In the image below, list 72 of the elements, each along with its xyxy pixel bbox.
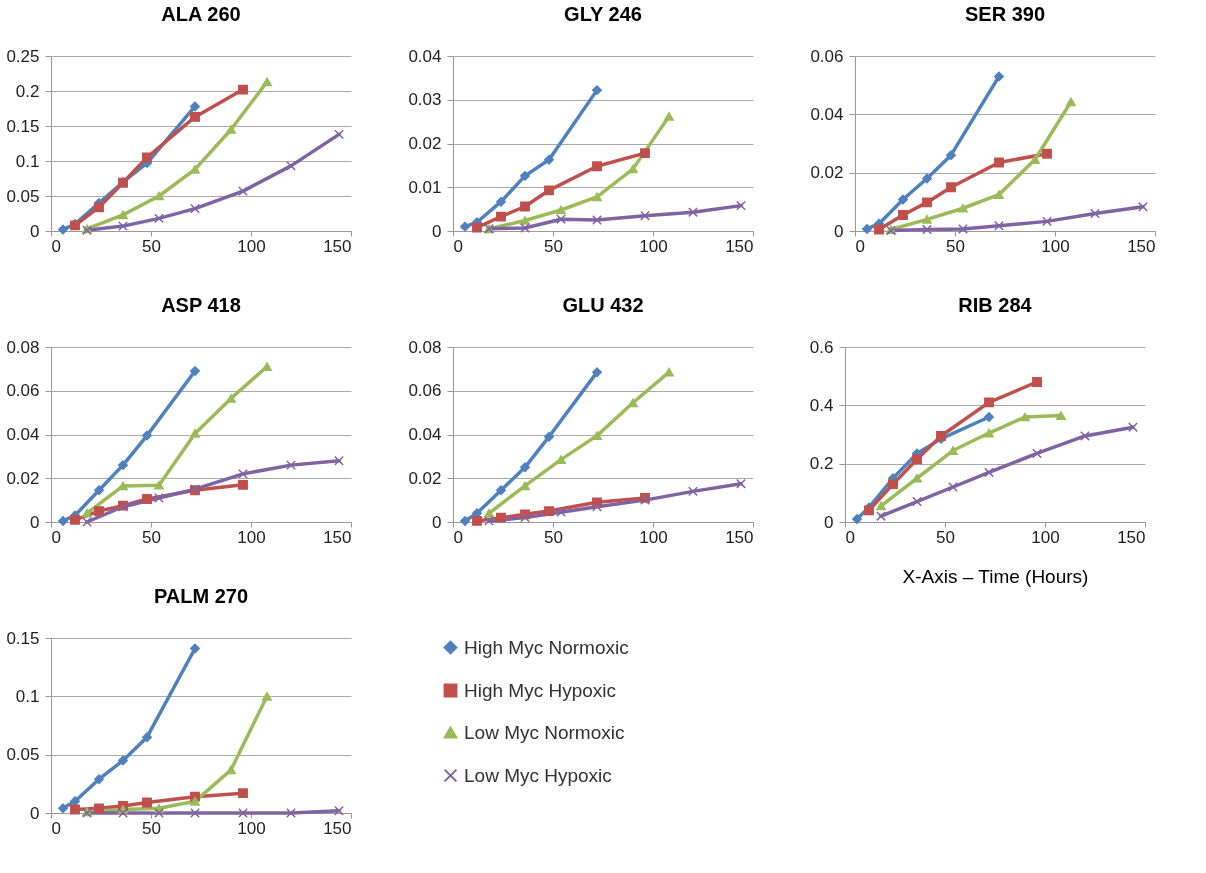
legend-label: High Myc Normoxic — [464, 636, 629, 658]
y-tick-label: 0.03 — [408, 90, 442, 110]
y-tick-label: 0.25 — [6, 46, 40, 66]
chart-title: GLU 432 — [562, 294, 644, 316]
x-tick-label: 100 — [639, 236, 668, 256]
y-tick-label: 0.15 — [6, 116, 40, 136]
y-tick-label: 0.2 — [809, 454, 834, 474]
y-tick-label: 0.04 — [408, 425, 442, 444]
chart-title: RIB 284 — [958, 294, 1033, 316]
x-tick-label: 0 — [51, 818, 61, 838]
y-tick-label: 0.02 — [408, 134, 442, 153]
x-tick-label: 50 — [142, 527, 161, 547]
y-tick-label: 0.1 — [15, 686, 40, 706]
y-tick-label: 0.06 — [810, 46, 844, 66]
x-tick-label: 150 — [1117, 527, 1146, 547]
chart-title: SER 390 — [964, 3, 1046, 25]
y-tick-label: 0 — [824, 512, 834, 532]
x-tick-label: 150 — [323, 527, 352, 547]
y-tick-label: 0.02 — [408, 468, 442, 488]
y-tick-label: 0.08 — [6, 337, 40, 357]
y-tick-label: 0.05 — [6, 186, 40, 206]
x-tick-label: 100 — [237, 236, 266, 256]
y-tick-label: 0.01 — [408, 177, 442, 197]
y-tick-label: 0.02 — [6, 468, 40, 488]
x-tick-label: 50 — [142, 236, 161, 256]
y-tick-label: 0.04 — [810, 104, 844, 124]
y-tick-label: 0 — [30, 221, 40, 241]
y-tick-label: 0 — [834, 221, 844, 241]
y-tick-label: 0.15 — [6, 628, 40, 648]
chart-title: ALA 260 — [161, 3, 241, 25]
x-tick-label: 0 — [453, 527, 463, 547]
x-tick-label: 50 — [544, 527, 563, 547]
x-tick-label: 100 — [237, 818, 266, 838]
legend-label: Low Myc Normoxic — [464, 721, 625, 743]
y-tick-label: 0 — [432, 221, 442, 241]
y-tick-label: 0.4 — [809, 395, 834, 415]
legend-label: Low Myc Hypoxic — [464, 764, 612, 786]
y-tick-label: 0.04 — [408, 46, 442, 66]
x-tick-label: 100 — [1041, 236, 1070, 256]
x-tick-label: 0 — [453, 236, 463, 256]
x-tick-label: 0 — [51, 236, 61, 256]
x-tick-label: 0 — [855, 236, 865, 256]
x-tick-label: 150 — [725, 236, 754, 256]
x-tick-label: 50 — [544, 236, 563, 256]
y-tick-label: 0.2 — [15, 81, 40, 101]
chart-title: GLY 246 — [564, 3, 642, 25]
x-tick-label: 50 — [936, 527, 955, 547]
legend-label: High Myc Hypoxic — [464, 679, 617, 701]
x-tick-label: 50 — [946, 236, 965, 256]
x-tick-label: 150 — [323, 236, 352, 256]
x-tick-label: 100 — [1031, 527, 1060, 547]
y-tick-label: 0 — [432, 512, 442, 532]
x-tick-label: 100 — [639, 527, 668, 547]
y-tick-label: 0 — [30, 512, 40, 532]
x-tick-label: 150 — [323, 818, 352, 838]
y-tick-label: 0.02 — [810, 163, 844, 183]
x-tick-label: 100 — [237, 527, 266, 547]
y-tick-label: 0.08 — [408, 337, 442, 357]
chart-title: PALM 270 — [153, 585, 249, 607]
y-tick-label: 0.06 — [6, 381, 40, 401]
y-tick-label: 0.06 — [408, 381, 442, 401]
chart-title: ASP 418 — [161, 294, 241, 316]
y-tick-label: 0.1 — [15, 151, 40, 171]
x-tick-label: 150 — [1127, 236, 1156, 256]
x-tick-label: 150 — [725, 527, 754, 547]
x-tick-label: 50 — [142, 818, 161, 838]
y-tick-label: 0.05 — [6, 745, 40, 765]
y-tick-label: 0.04 — [6, 425, 40, 444]
y-tick-label: 0.6 — [809, 337, 834, 357]
y-tick-label: 0 — [30, 803, 40, 823]
x-tick-label: 0 — [51, 527, 61, 547]
x-axis-title: X-Axis – Time (Hours) — [902, 565, 1089, 587]
